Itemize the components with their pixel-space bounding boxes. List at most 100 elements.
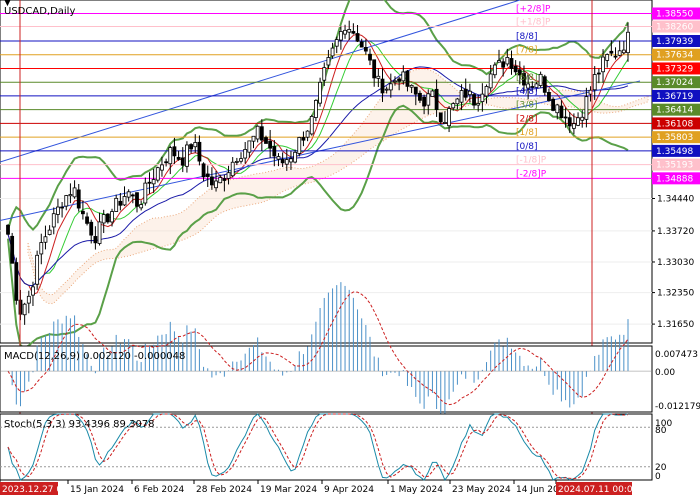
candle-body [164, 161, 169, 164]
macd-pane: MACD(12,26,9) 0.002120 -0.000048 0.00747… [0, 282, 700, 419]
stochastic-pane-frame [0, 413, 653, 481]
candle-body [480, 93, 485, 103]
macd-tick-zero: 0.00 [655, 368, 675, 378]
murrey-level-label: [+2/8]P [516, 5, 551, 15]
price-level-value: 1.35498 [656, 147, 693, 157]
candle-body [226, 172, 231, 179]
price-level-badge [652, 131, 700, 144]
candle-body [239, 158, 243, 162]
price-pane: [+2/8]P [+1/8]P [8/8] [7/8] [6/8] [4/8] [3/8] [… [0, 0, 653, 480]
candle-body [621, 49, 626, 54]
date-tick-label: 14 Jun 2024 [516, 485, 570, 495]
candle-body [451, 103, 456, 109]
candle-body [580, 116, 585, 121]
price-tick-label: 1.32350 [657, 289, 694, 299]
candle-body [397, 78, 402, 82]
candle-body [438, 112, 443, 123]
price-tick-label: 1.33720 [657, 227, 694, 237]
candle-body [584, 96, 589, 120]
candle-body [301, 137, 306, 141]
murrey-level-label: [7/8] [516, 46, 538, 56]
candle-body [368, 53, 372, 61]
candle-body [455, 98, 460, 105]
stoch-tick-20: 20 [655, 463, 667, 473]
bollinger-bands [7, 0, 629, 349]
candle-body [326, 57, 331, 66]
stoch-d-line [7, 413, 629, 480]
stochastic-lines [0, 413, 652, 482]
macd-label: MACD(12,26,9) 0.002120 -0.000048 [4, 351, 185, 362]
candle-body [393, 80, 397, 83]
candle-body [322, 67, 327, 81]
price-level-badge [652, 20, 700, 33]
candle-body [110, 211, 114, 223]
candle-body [626, 31, 630, 54]
candle-body [334, 39, 339, 47]
candle-body [401, 71, 406, 82]
candle-body [68, 194, 73, 197]
candle-body [168, 147, 173, 165]
candle-body [305, 130, 310, 138]
murrey-level-label: [6/8] [516, 73, 538, 83]
price-level-badge [652, 7, 700, 20]
candle-body [538, 73, 543, 86]
bollinger-lower [7, 104, 629, 349]
candle-body [534, 83, 539, 88]
candle-body [130, 194, 135, 197]
candle-body [218, 177, 223, 184]
candle-body [118, 200, 123, 206]
candle-body [309, 116, 314, 135]
corner-arrow-icon: ▼ [4, 0, 11, 8]
candle-body [255, 125, 260, 140]
candle-body [492, 64, 497, 76]
price-level-badge [652, 158, 700, 171]
candle-body [139, 204, 144, 209]
candle-body [193, 142, 198, 148]
candle-body [430, 90, 435, 97]
candle-body [617, 50, 622, 56]
candle-body [47, 229, 52, 235]
candle-body [72, 187, 77, 198]
candle-body [93, 236, 98, 244]
candle-body [247, 140, 252, 153]
candle-body [201, 163, 206, 178]
murrey-level-label: [4/8] [516, 87, 538, 97]
price-level-value: 1.36414 [656, 106, 693, 116]
candle-body [143, 182, 148, 204]
candle-body [160, 164, 164, 171]
candle-body [576, 117, 580, 126]
candle-body [413, 86, 418, 95]
candle-body [443, 122, 447, 124]
date-marker-badge [556, 482, 632, 495]
price-level-value: 1.34888 [656, 174, 693, 184]
price-level-value: 1.37024 [656, 78, 693, 88]
candle-body [185, 144, 189, 167]
candle-body [31, 286, 35, 296]
bollinger-upper [7, 0, 629, 232]
price-level-badge [652, 48, 700, 61]
candle-body [497, 60, 501, 63]
candle-body [418, 92, 422, 101]
price-level-value: 1.35193 [656, 161, 693, 171]
candle-body [64, 195, 69, 207]
price-level-value: 1.37634 [656, 51, 693, 61]
candle-body [180, 157, 185, 166]
candle-body [422, 96, 427, 107]
candle-body [318, 81, 322, 104]
candle-body [126, 191, 131, 198]
candle-body [467, 90, 472, 96]
candle-body [289, 158, 293, 163]
date-tick-label: 9 Apr 2024 [324, 485, 374, 495]
price-tick-label: 1.34440 [657, 195, 694, 205]
candle-body [517, 69, 522, 76]
candle-body [122, 196, 127, 206]
candle-body [513, 65, 518, 73]
candle-body [609, 50, 614, 54]
stoch-tick-0: 0 [655, 472, 661, 482]
candle-body [243, 149, 248, 159]
price-level-value: 1.37329 [656, 64, 693, 74]
price-level-badge [652, 62, 700, 75]
murrey-math-lines [0, 13, 652, 179]
